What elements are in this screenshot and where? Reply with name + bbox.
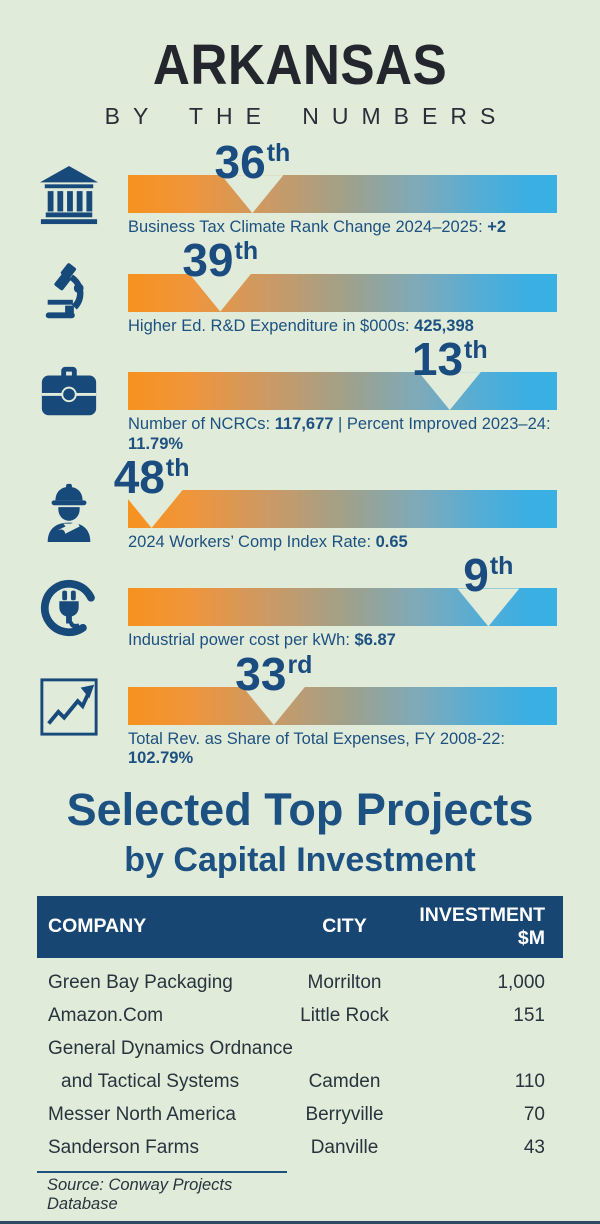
rank-label: 13th (411, 332, 488, 385)
column-header-company: COMPANY (48, 915, 147, 938)
gradient-bar (128, 588, 557, 627)
plug-icon (38, 556, 128, 650)
city-cell: Little Rock (300, 1004, 389, 1026)
stat-caption: Business Tax Climate Rank Change 2024–20… (128, 218, 507, 237)
projects-subtitle: by Capital Investment (124, 841, 476, 880)
rank-label: 33rd (235, 647, 313, 700)
briefcase-icon (38, 340, 128, 454)
ranking-bar: 39th (128, 237, 557, 312)
investment-cell: 110 (514, 1070, 545, 1092)
stat-caption: Industrial power cost per kWh: $6.87 (128, 631, 396, 650)
company-cell: Messer North America (48, 1103, 236, 1125)
table-row: Sanderson Farms Danville 43 (37, 1131, 563, 1164)
investment-cell: 151 (513, 1004, 545, 1026)
city-cell: Camden (308, 1070, 381, 1092)
stat-row-power-cost: 9th Industrial power cost per kWh: $6.87 (0, 552, 600, 650)
column-header-city: CITY (322, 915, 367, 938)
worker-icon (38, 458, 128, 552)
table-row: Messer North America Berryville 70 (37, 1098, 563, 1131)
source-divider: Source: Conway Projects Database (37, 1170, 287, 1214)
page-subtitle: BY THE NUMBERS (104, 103, 509, 130)
table-row: Amazon.Com Little Rock 151 (37, 999, 563, 1032)
ranking-bar: 36th (128, 139, 557, 214)
city-cell: Morrilton (307, 971, 382, 993)
stat-row-business-tax: 36th Business Tax Climate Rank Change 20… (0, 139, 600, 237)
projects-title: Selected Top Projects (66, 783, 534, 835)
stat-caption: Number of NCRCs: 117,677 | Percent Impro… (128, 415, 551, 453)
stat-row-workers-comp: 48th 2024 Workers’ Comp Index Rate: 0.65 (0, 454, 600, 552)
rank-label: 36th (214, 135, 291, 188)
table-row: General Dynamics Ordnance and Tactical Sy… (37, 1032, 563, 1098)
table-header-row: COMPANY CITY INVESTMENT $M (37, 895, 563, 958)
ranking-bar: 33rd (128, 651, 557, 725)
company-cell: Green Bay Packaging (48, 971, 233, 993)
stat-caption: Higher Ed. R&D Expenditure in $000s: 425… (128, 316, 474, 335)
city-cell: Danville (310, 1136, 379, 1158)
ranking-bar: 13th (128, 336, 557, 411)
bank-icon (38, 143, 128, 237)
gradient-bar (128, 273, 557, 312)
company-cell: Amazon.Com (48, 1004, 164, 1026)
stat-row-revenue-share: 33rd Total Rev. as Share of Total Expens… (0, 651, 600, 769)
ranking-bar: 9th (128, 552, 557, 627)
gradient-bar (128, 175, 557, 214)
table-body: Green Bay Packaging Morrilton 1,000 Amaz… (37, 958, 563, 1164)
stat-row-higher-ed-rd: 39th Higher Ed. R&D Expenditure in $000s… (0, 237, 600, 336)
rank-label: 39th (182, 234, 259, 287)
stats-section: 36th Business Tax Climate Rank Change 20… (0, 139, 600, 769)
ranking-bar: 48th (114, 454, 557, 528)
table-row: Green Bay Packaging Morrilton 1,000 (37, 966, 563, 999)
investment-cell: 1,000 (497, 971, 545, 993)
gradient-bar (128, 372, 557, 411)
page-title: ARKANSAS (152, 33, 448, 97)
investment-cell: 70 (523, 1103, 545, 1125)
gradient-bar (128, 490, 557, 528)
rank-label: 48th (113, 450, 190, 503)
column-header-investment: INVESTMENT $M (419, 903, 545, 949)
investment-cell: 43 (523, 1136, 545, 1158)
company-cell: Sanderson Farms (48, 1136, 200, 1158)
gradient-bar (128, 686, 557, 725)
chart-icon (38, 655, 128, 769)
source-note: Source: Conway Projects Database (47, 1175, 233, 1213)
bottom-edge-line (0, 1221, 600, 1224)
stat-row-ncrc: 13th Number of NCRCs: 117,677 | Percent … (0, 336, 600, 454)
microscope-icon (38, 242, 128, 336)
stat-caption: 2024 Workers’ Comp Index Rate: 0.65 (128, 533, 408, 551)
company-cell: General Dynamics Ordnance and Tactical Sy… (48, 1037, 293, 1092)
rank-label: 9th (463, 549, 514, 602)
city-cell: Berryville (305, 1103, 384, 1125)
stat-caption: Total Rev. as Share of Total Expenses, F… (128, 729, 505, 768)
projects-table: COMPANY CITY INVESTMENT $M Green Bay Pac… (37, 895, 563, 1164)
